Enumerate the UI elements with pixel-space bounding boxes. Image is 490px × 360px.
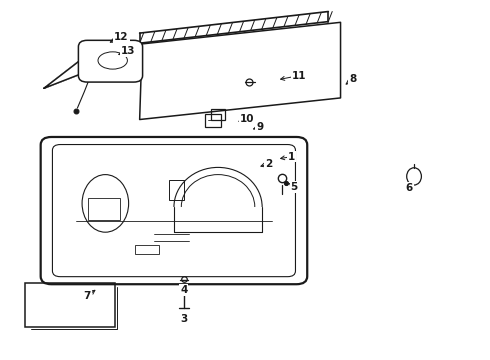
Polygon shape [44, 52, 91, 88]
Text: 11: 11 [292, 71, 306, 81]
Text: 2: 2 [265, 159, 272, 169]
Text: 12: 12 [114, 32, 129, 42]
Text: 10: 10 [240, 114, 255, 124]
Text: 7: 7 [83, 291, 91, 301]
Text: 1: 1 [288, 152, 295, 162]
FancyBboxPatch shape [78, 40, 143, 82]
FancyBboxPatch shape [41, 137, 307, 284]
Text: 5: 5 [291, 182, 297, 192]
Text: 4: 4 [180, 285, 188, 295]
Text: 8: 8 [349, 74, 356, 84]
Text: 13: 13 [121, 46, 136, 56]
Text: 9: 9 [256, 122, 263, 132]
Text: 3: 3 [180, 314, 187, 324]
Text: 6: 6 [406, 183, 413, 193]
